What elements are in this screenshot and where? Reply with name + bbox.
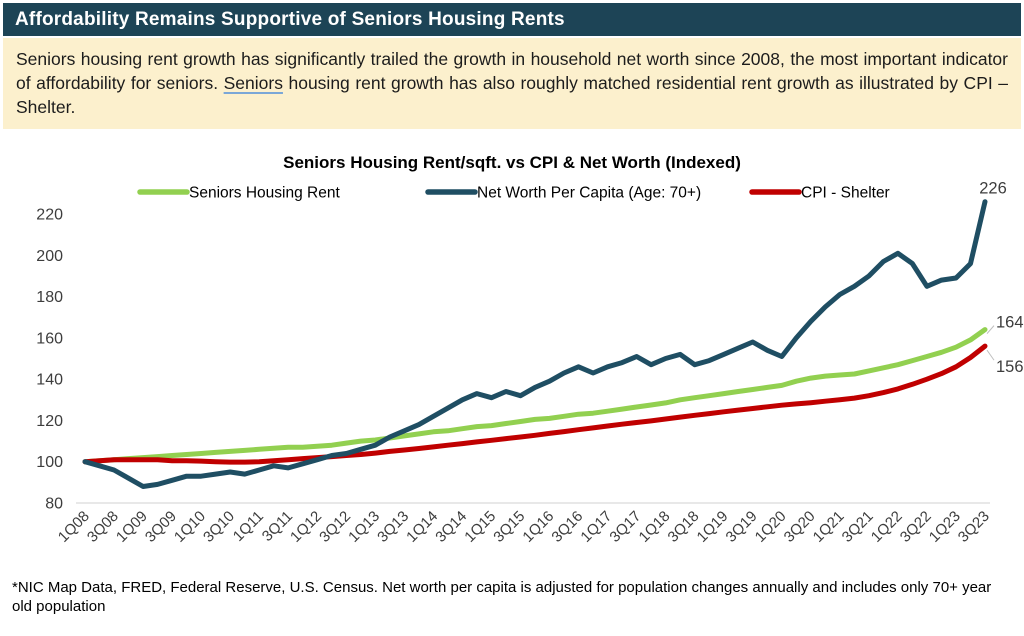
- y-tick-label: 100: [36, 454, 63, 471]
- x-tick-label: 1Q15: [461, 508, 499, 546]
- legend-label-1: Seniors Housing Rent: [189, 185, 340, 202]
- x-tick-label: 1Q08: [55, 508, 93, 546]
- x-tick-label: 3Q18: [665, 508, 703, 546]
- x-tick-label: 3Q17: [606, 508, 644, 546]
- y-tick-label: 180: [36, 289, 63, 306]
- x-tick-label: 1Q21: [810, 508, 848, 546]
- x-tick-label: 1Q22: [868, 508, 906, 546]
- y-tick-label: 160: [36, 330, 63, 347]
- y-tick-label: 220: [36, 207, 63, 224]
- series-line-3: [82, 343, 988, 465]
- summary-paragraph: Seniors housing rent growth has signific…: [3, 38, 1021, 129]
- x-tick-label: 1Q23: [926, 508, 964, 546]
- x-tick-label: 1Q10: [171, 508, 209, 546]
- report-page: Affordability Remains Supportive of Seni…: [0, 3, 1024, 636]
- y-tick-label: 120: [36, 413, 63, 430]
- x-tick-label: 3Q14: [432, 508, 470, 546]
- x-tick-label: 3Q23: [955, 508, 993, 546]
- series-line-2: [82, 199, 988, 489]
- end-label-rent: 164: [996, 314, 1024, 332]
- legend-label-3: CPI - Shelter: [801, 185, 890, 202]
- y-tick-label: 200: [36, 248, 63, 265]
- x-tick-label: 1Q19: [694, 508, 732, 546]
- x-tick-label: 1Q11: [230, 508, 267, 545]
- x-tick-label: 3Q20: [781, 508, 819, 546]
- x-tick-label: 3Q09: [142, 508, 180, 546]
- x-tick-label: 1Q14: [403, 508, 441, 546]
- x-tick-label: 3Q15: [490, 508, 528, 546]
- end-label-networth: 226: [979, 180, 1007, 198]
- line-chart: Seniors Housing Rent Net Worth Per Capita…: [36, 180, 1024, 546]
- x-tick-label: 1Q16: [519, 508, 557, 546]
- y-tick-label: 80: [45, 496, 63, 513]
- x-tick-label: 3Q21: [839, 508, 877, 546]
- x-tick-label: 3Q16: [548, 508, 586, 546]
- x-tick-label: 3Q08: [84, 508, 122, 546]
- x-tick-label: 3Q10: [200, 508, 238, 546]
- page-title: Affordability Remains Supportive of Seni…: [3, 3, 1021, 36]
- x-tick-label: 3Q22: [897, 508, 935, 546]
- x-tick-label: 3Q19: [723, 508, 761, 546]
- leader-line: [986, 349, 995, 361]
- x-tick-label: 1Q13: [345, 508, 383, 546]
- x-tick-label: 3Q12: [316, 508, 354, 546]
- x-tick-label: 1Q18: [635, 508, 673, 546]
- x-tick-label: 1Q09: [113, 508, 151, 546]
- leader-line: [986, 325, 995, 334]
- x-tick-label: 1Q12: [287, 508, 325, 546]
- source-footnote: *NIC Map Data, FRED, Federal Reserve, U.…: [12, 579, 992, 615]
- summary-text-2: housing rent growth has also roughly mat…: [16, 73, 1008, 117]
- end-label-cpi: 156: [996, 358, 1024, 376]
- summary-underlined-word: Seniors: [223, 73, 283, 93]
- series-line-1: [82, 327, 988, 465]
- x-tick-label: 1Q20: [752, 508, 790, 546]
- summary-text-1: Seniors housing rent growth has signific…: [16, 49, 1008, 93]
- legend-label-2: Net Worth Per Capita (Age: 70+): [477, 185, 701, 202]
- x-tick-label: 3Q13: [374, 508, 412, 546]
- x-tick-label: 1Q17: [577, 508, 615, 546]
- chart-title: Seniors Housing Rent/sqft. vs CPI & Net …: [283, 153, 741, 172]
- y-tick-label: 140: [36, 372, 63, 389]
- x-tick-label: 3Q11: [259, 508, 296, 545]
